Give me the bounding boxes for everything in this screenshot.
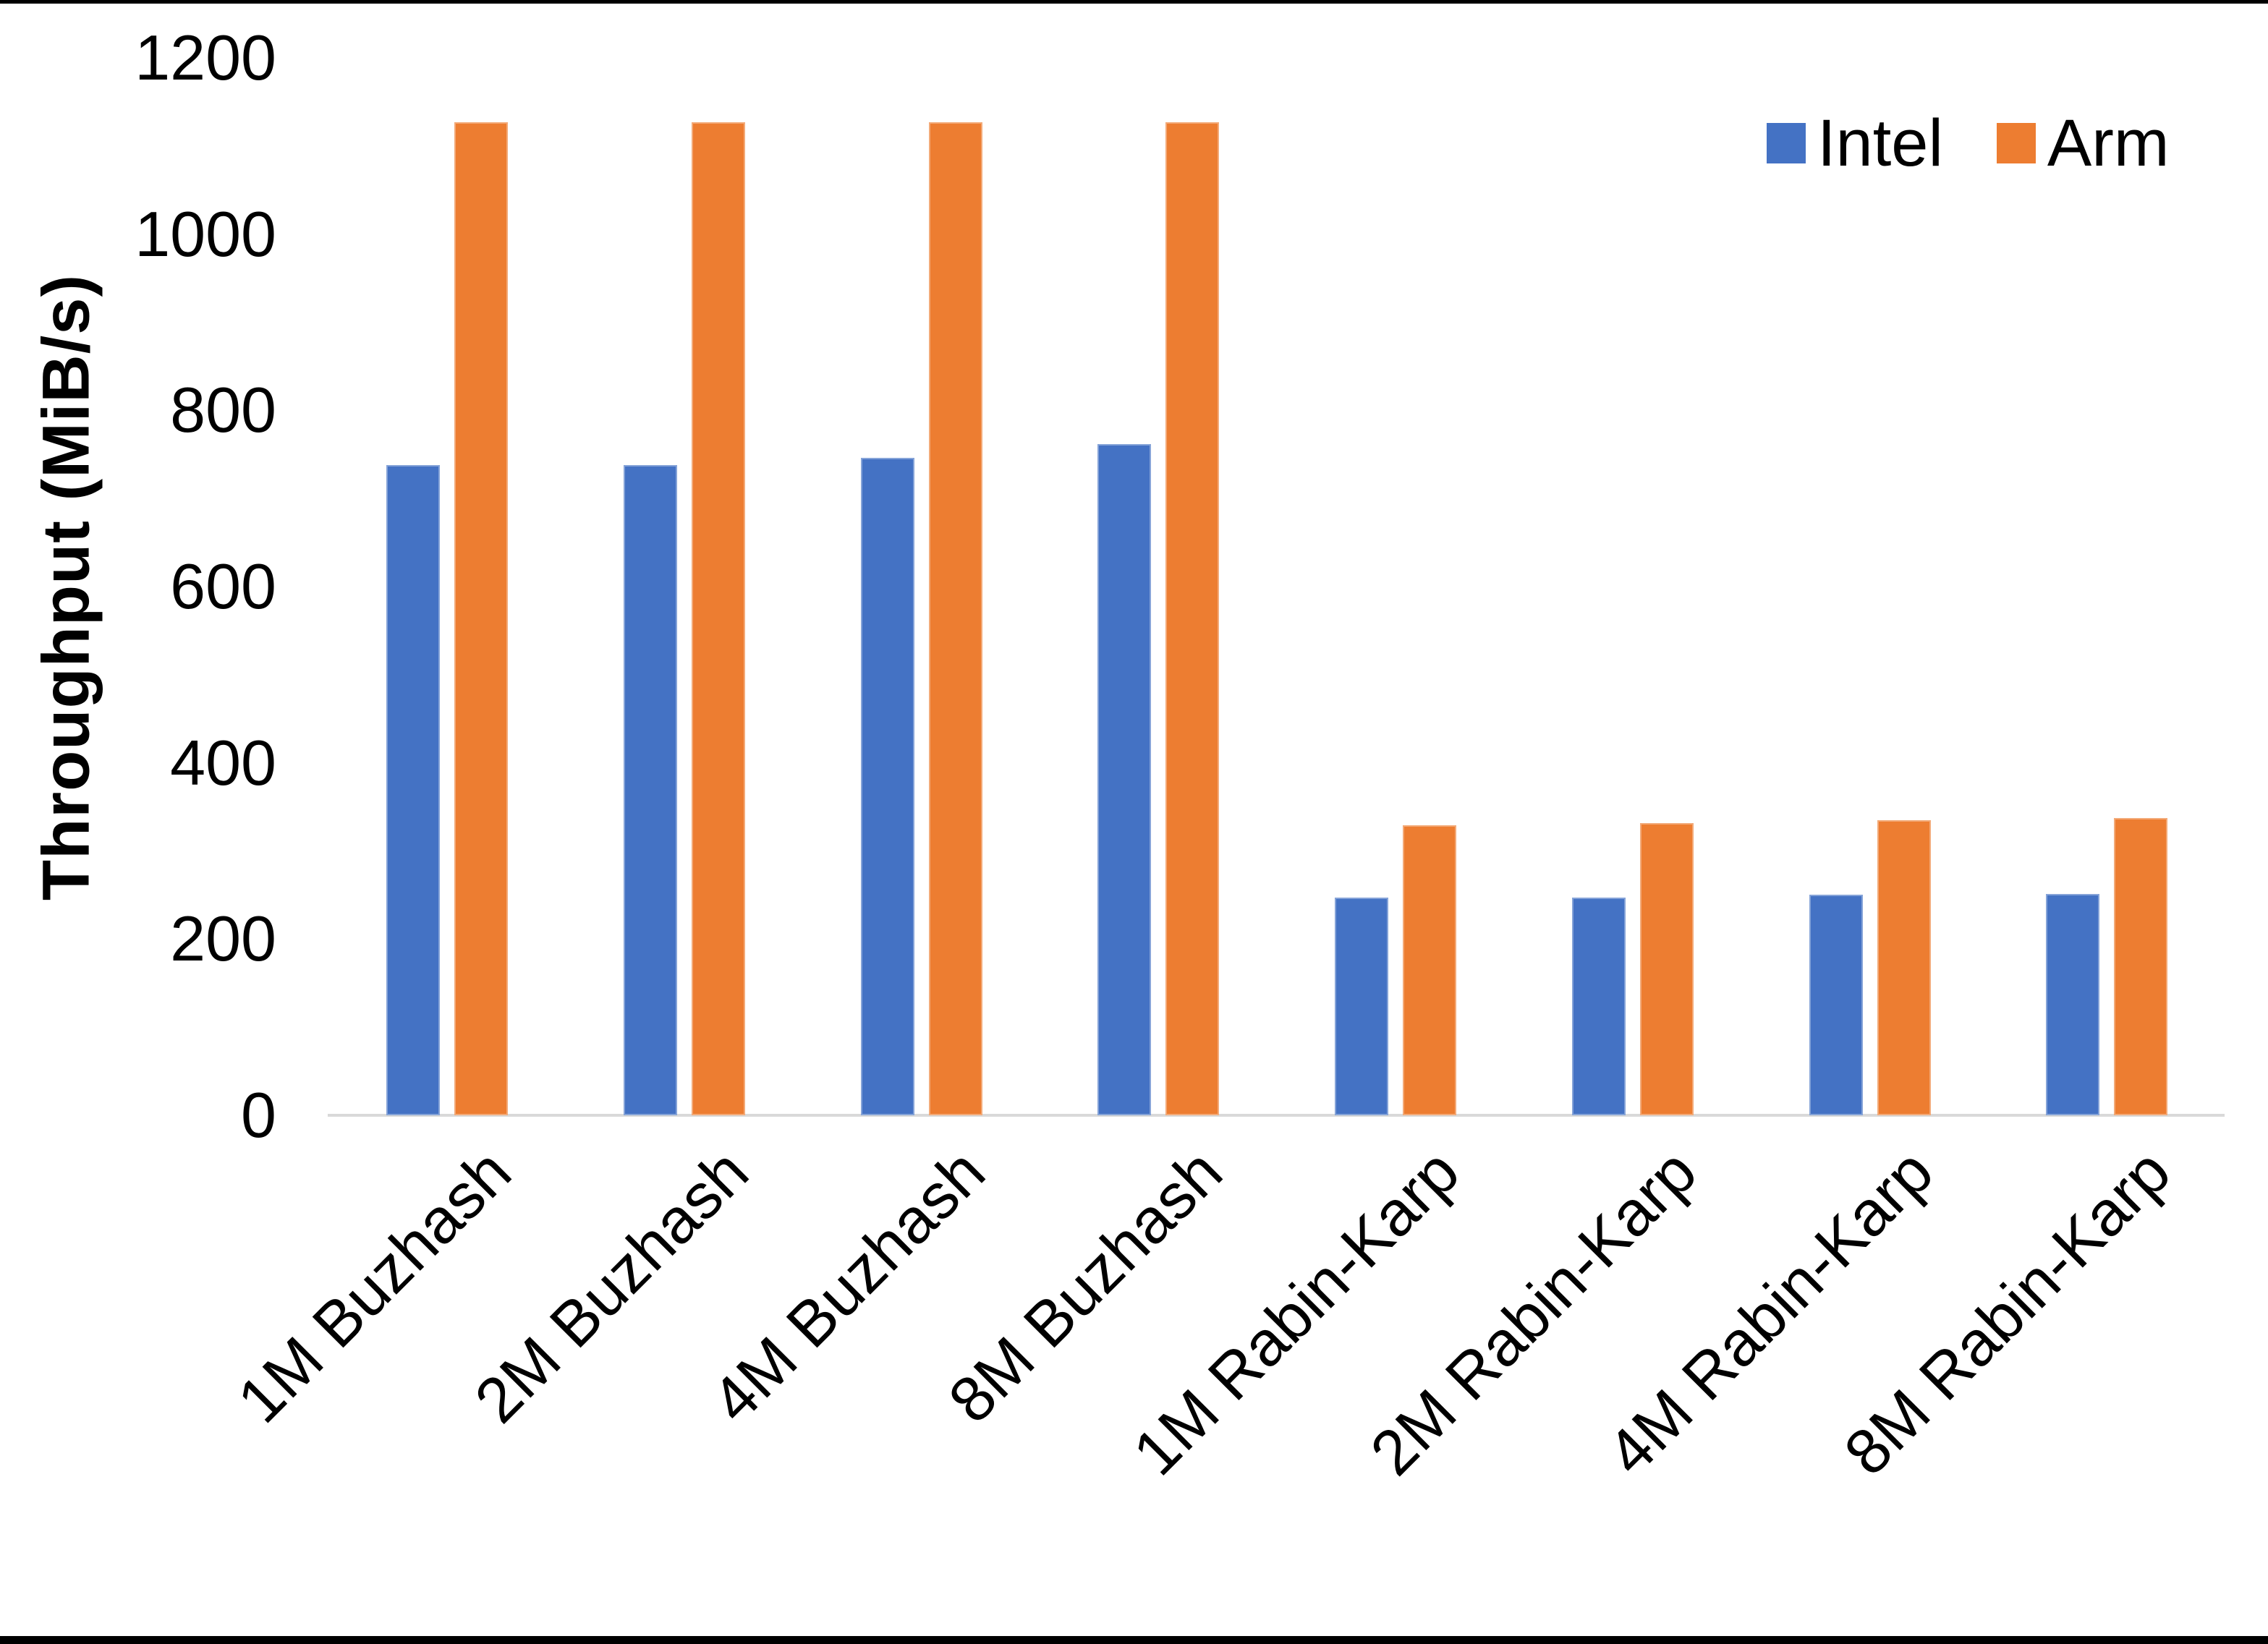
y-tick-label-200: 200 [170, 903, 276, 975]
bar-arm-2m-buzhash [692, 122, 745, 1115]
bar-arm-1m-rabin-karp [1403, 825, 1456, 1115]
y-tick-label-1200: 1200 [135, 22, 276, 93]
bar-intel-2m-buzhash [624, 465, 677, 1115]
bottom-border [0, 1636, 2268, 1644]
y-tick-label-1000: 1000 [135, 197, 276, 270]
bar-intel-8m-rabin-karp [2046, 894, 2099, 1115]
y-tick-label-600: 600 [170, 550, 276, 622]
bar-intel-2m-rabin-karp [1572, 898, 1626, 1115]
y-tick-label-0: 0 [241, 1079, 276, 1151]
legend-swatch-arm [1996, 123, 2036, 163]
x-axis-line [328, 1114, 2225, 1117]
y-tick-label-400: 400 [170, 726, 276, 798]
bar-arm-2m-rabin-karp [1640, 823, 1694, 1115]
legend-item-arm: Arm [1996, 106, 2170, 180]
bar-arm-4m-rabin-karp [1877, 820, 1931, 1115]
legend-item-intel: Intel [1767, 110, 1943, 176]
bar-arm-4m-buzhash [929, 122, 982, 1115]
bar-intel-8m-buzhash [1097, 444, 1151, 1115]
y-tick-label-800: 800 [170, 374, 276, 446]
bar-arm-1m-buzhash [454, 122, 508, 1115]
bar-intel-4m-rabin-karp [1809, 895, 1863, 1115]
legend-swatch-intel [1767, 123, 1806, 163]
top-border [0, 0, 2268, 4]
legend: Intel Arm [1767, 110, 2170, 176]
bar-intel-4m-buzhash [861, 458, 914, 1115]
bar-intel-1m-buzhash [386, 465, 440, 1115]
legend-label-intel: Intel [1817, 106, 1943, 180]
legend-label-arm: Arm [2047, 106, 2170, 180]
bar-intel-1m-rabin-karp [1335, 898, 1388, 1115]
bar-arm-8m-buzhash [1165, 122, 1219, 1115]
bar-arm-8m-rabin-karp [2114, 818, 2167, 1115]
